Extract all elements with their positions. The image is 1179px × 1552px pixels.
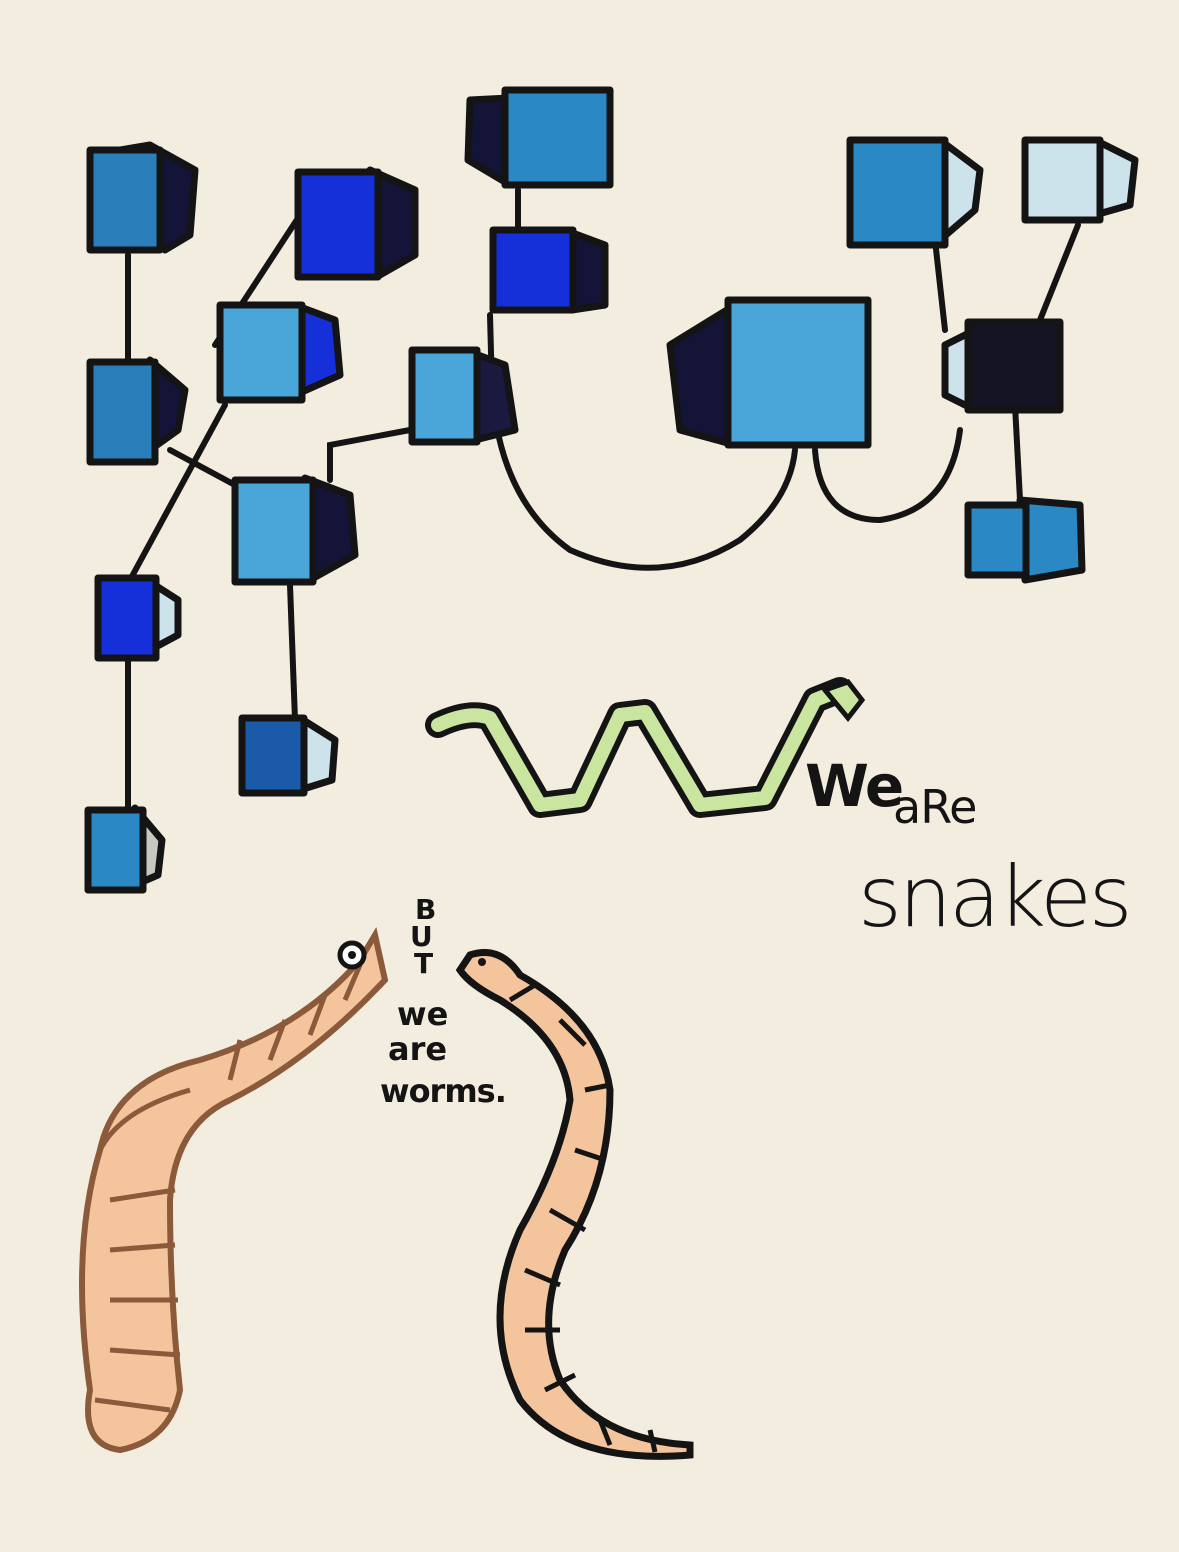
cube-6: [86, 356, 189, 466]
cube-3: [464, 86, 614, 189]
cube-1: [86, 141, 199, 254]
snake-illustration: [425, 677, 866, 818]
caption-snakes: snakes: [858, 848, 1133, 946]
cube-7: [408, 346, 519, 446]
cube-4: [489, 226, 609, 314]
cube-14: [94, 574, 182, 662]
cube-10: [846, 136, 984, 249]
caption-but-u: U: [410, 920, 433, 953]
cube-5: [216, 301, 344, 404]
cube-12: [941, 318, 1064, 414]
cube-9: [666, 296, 872, 449]
caption-are: aRe: [893, 780, 977, 834]
cube-15: [238, 714, 339, 797]
network-wires: [125, 187, 1081, 813]
caption-but-b: B: [415, 893, 437, 926]
cube-13: [964, 496, 1086, 584]
cube-2: [294, 166, 419, 281]
cube-8: [231, 474, 359, 586]
caption-we: We: [805, 752, 904, 820]
cube-11: [1021, 136, 1139, 224]
worm-left: [79, 927, 389, 1454]
cube-16: [84, 804, 166, 894]
caption-are-lower: are: [388, 1030, 448, 1068]
worm-right: [455, 949, 694, 1460]
caption-we-lower: we: [397, 995, 449, 1033]
caption-worms: worms.: [380, 1072, 507, 1110]
caption-but-t: T: [414, 947, 434, 980]
